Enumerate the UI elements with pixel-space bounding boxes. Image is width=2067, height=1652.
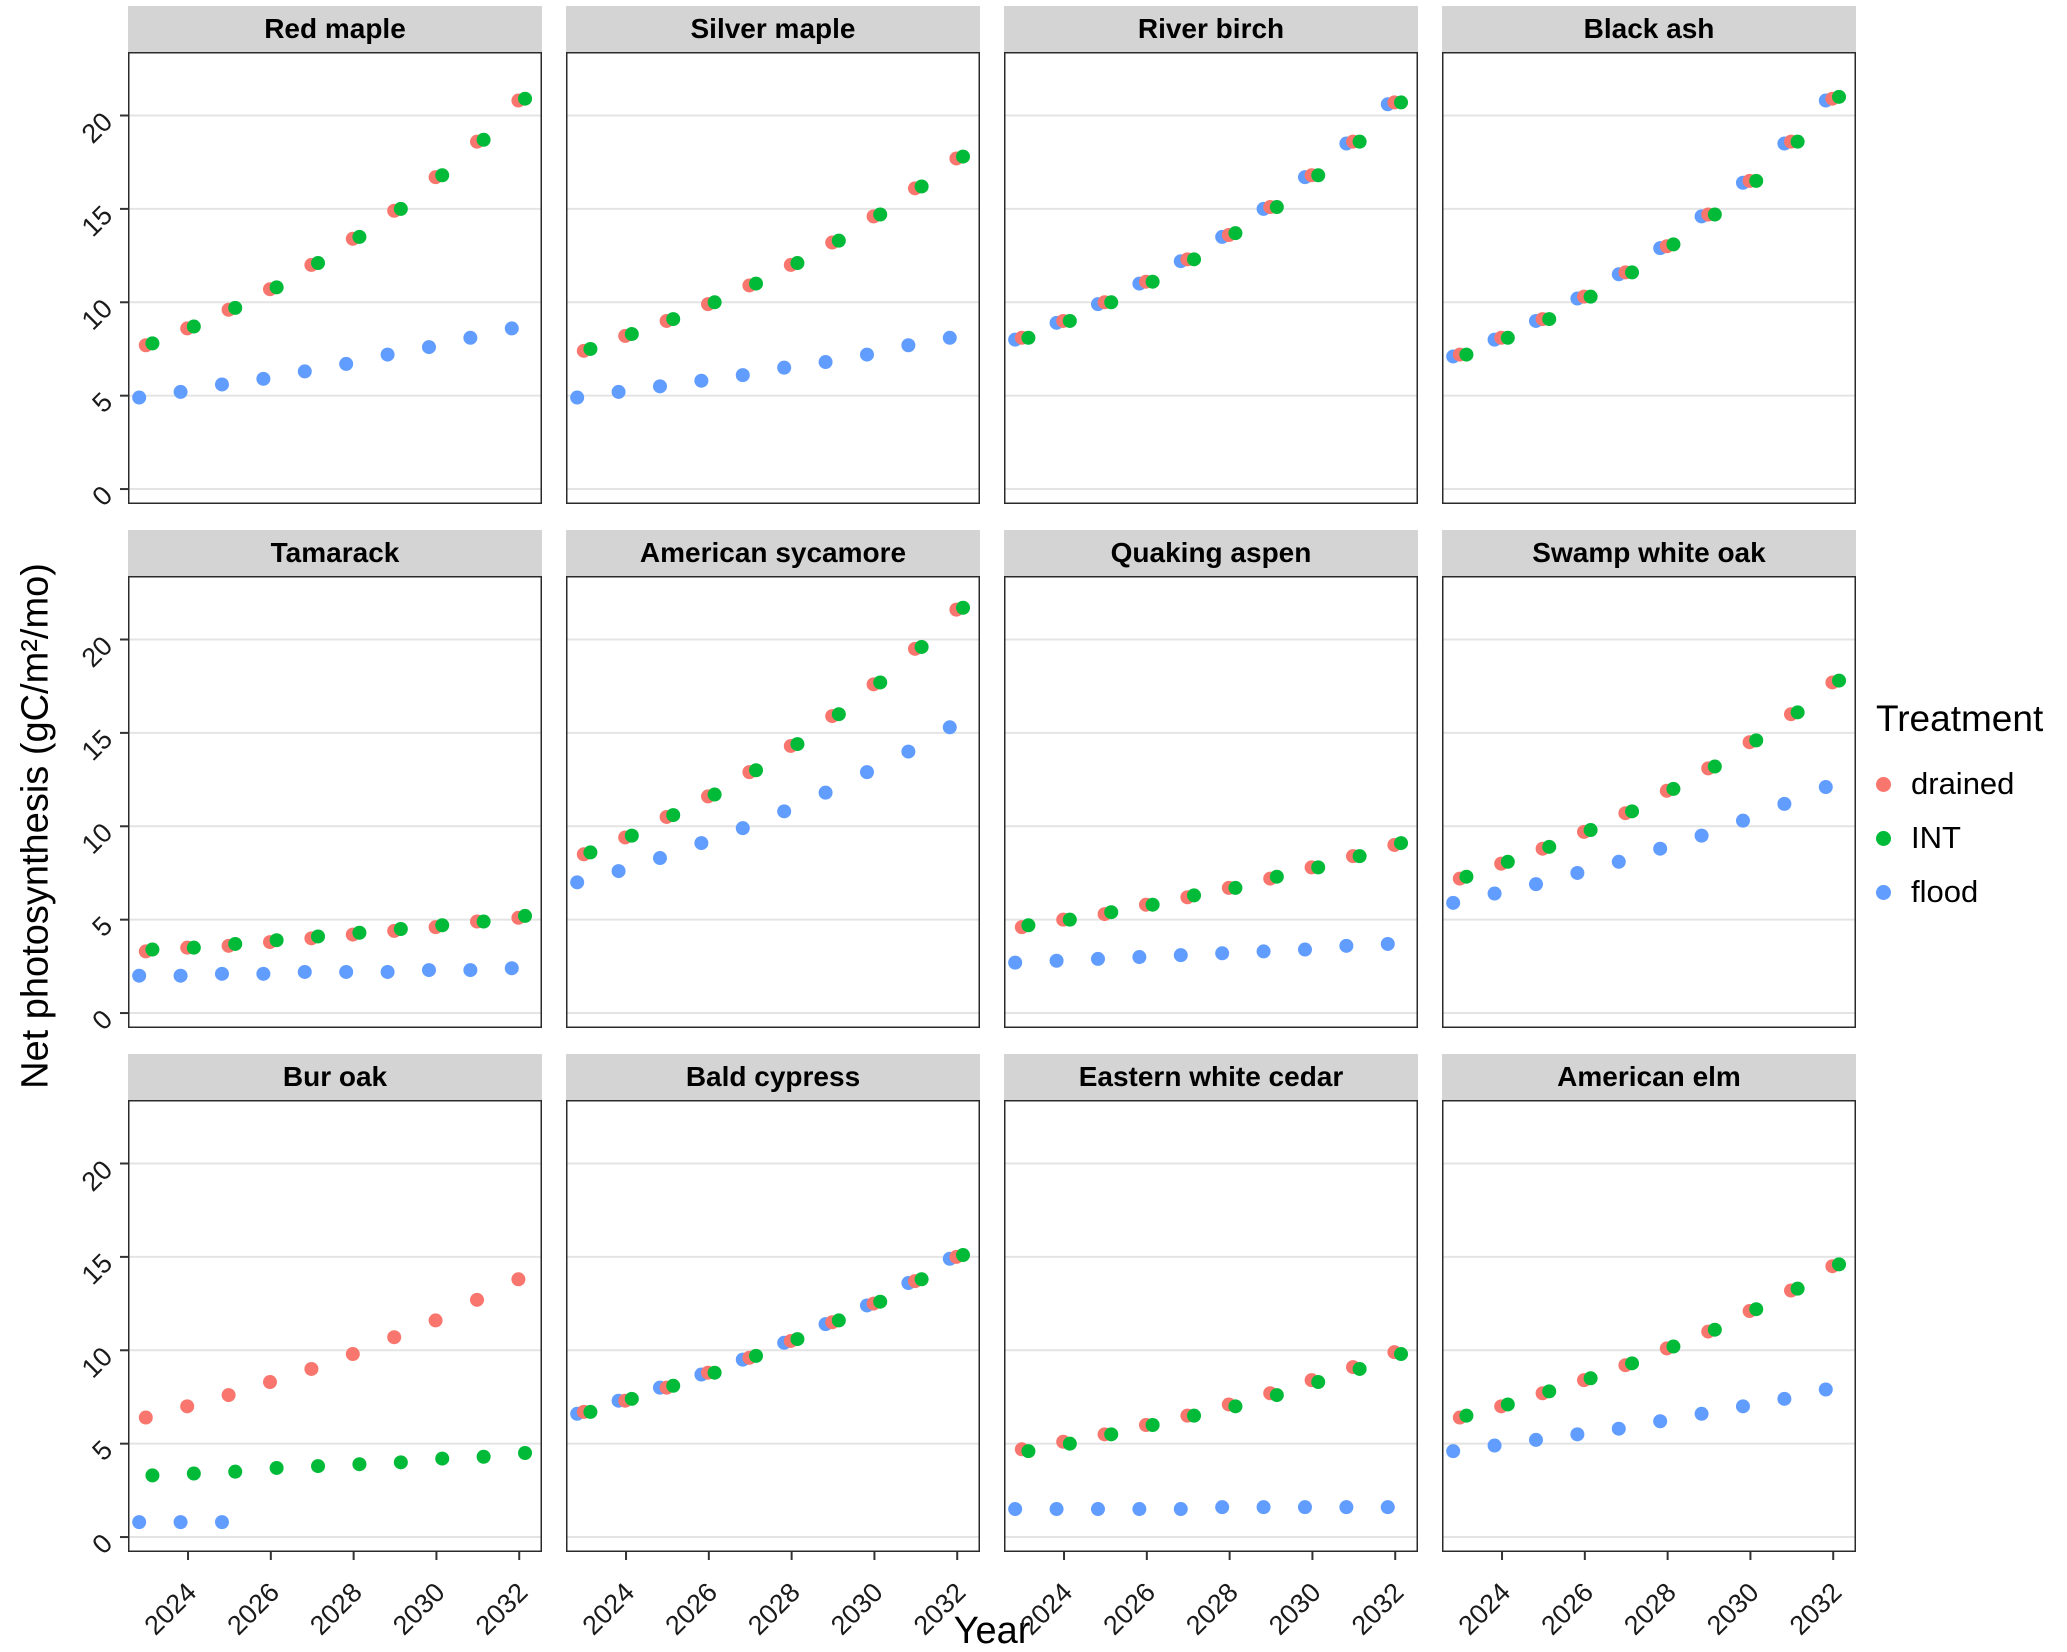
facet-tamarack: Tamarack 0 5 10 15 20: [76, 530, 542, 1036]
facet-strip: Bald cypress: [566, 1054, 980, 1100]
svg-text:20: 20: [76, 1155, 118, 1197]
facet-strip: Silver maple: [566, 6, 980, 52]
svg-text:10: 10: [76, 293, 118, 335]
facet-panel: 0 5 10 15 20: [76, 52, 542, 512]
legend: Treatment drained INT flood: [1876, 698, 2043, 928]
svg-text:5: 5: [86, 387, 118, 419]
facet-strip: Bur oak: [128, 1054, 542, 1100]
facet-bur-oak: Bur oak 0 5 10 15 20 2024 2026 2028 2030 2032: [76, 1054, 542, 1641]
legend-label: flood: [1911, 874, 1979, 909]
facet-river-birch: River birch: [1004, 6, 1418, 504]
svg-text:5: 5: [86, 911, 118, 943]
scatter-plot: 2024 2026 2028 2030 2032: [1442, 1100, 1856, 1641]
facet-strip: Quaking aspen: [1004, 530, 1418, 576]
facet-silver-maple: Silver maple: [566, 6, 980, 504]
scatter-plot: 0 5 10 15 20: [76, 576, 542, 1036]
facet-panel: [566, 576, 980, 1028]
flood-color-dot-icon: [1876, 884, 1891, 900]
legend-label: drained: [1911, 766, 2015, 801]
scatter-plot: [566, 52, 980, 504]
facet-grid: Red maple 0 5 10 15 20 Silver maple River bi…: [76, 6, 1856, 1641]
legend-label: INT: [1911, 820, 1961, 855]
drained-color-dot-icon: [1876, 776, 1891, 792]
svg-text:15: 15: [76, 200, 118, 242]
facet-eastern-white-cedar: Eastern white cedar 2024 2026 2028 2030 2032: [1004, 1054, 1418, 1641]
legend-entry-drained: drained: [1876, 766, 2043, 802]
scatter-plot: 2024 2026 2028 2030 2032: [1004, 1100, 1418, 1641]
svg-text:10: 10: [76, 1341, 118, 1383]
legend-title: Treatment: [1876, 698, 2044, 739]
scatter-plot: [566, 576, 980, 1028]
scatter-plot: [1004, 576, 1418, 1028]
svg-text:10: 10: [76, 817, 118, 859]
facet-american-sycamore: American sycamore: [566, 530, 980, 1028]
facet-panel: 0 5 10 15 20: [76, 576, 542, 1036]
facet-strip: Eastern white cedar: [1004, 1054, 1418, 1100]
facet-panel: [566, 52, 980, 504]
svg-text:0: 0: [86, 1004, 118, 1036]
facet-panel: 2024 2026 2028 2030 2032: [1442, 1100, 1856, 1641]
svg-text:15: 15: [76, 724, 118, 766]
scatter-plot: [1442, 52, 1856, 504]
facet-panel: 0 5 10 15 20 2024 2026 2028 2030 2032: [76, 1100, 542, 1641]
facet-quaking-aspen: Quaking aspen: [1004, 530, 1418, 1028]
svg-text:0: 0: [86, 1528, 118, 1560]
facet-strip: Black ash: [1442, 6, 1856, 52]
x-axis-title: Year: [953, 1610, 1031, 1652]
scatter-plot: [1004, 52, 1418, 504]
svg-text:15: 15: [76, 1248, 118, 1290]
int-color-dot-icon: [1876, 830, 1891, 846]
facet-red-maple: Red maple 0 5 10 15 20: [76, 6, 542, 512]
svg-text:20: 20: [76, 631, 118, 673]
facet-strip: River birch: [1004, 6, 1418, 52]
facet-black-ash: Black ash: [1442, 6, 1856, 504]
scatter-plot: 2024 2026 2028 2030 2032: [566, 1100, 980, 1641]
facet-strip: Red maple: [128, 6, 542, 52]
scatter-plot: [1442, 576, 1856, 1028]
facet-swamp-white-oak: Swamp white oak: [1442, 530, 1856, 1028]
svg-text:20: 20: [76, 107, 118, 149]
svg-text:0: 0: [86, 480, 118, 512]
facet-panel: [1442, 52, 1856, 504]
facet-panel: [1004, 52, 1418, 504]
facet-panel: 2024 2026 2028 2030 2032: [566, 1100, 980, 1641]
facet-bald-cypress: Bald cypress 2024 2026 2028 2030 2032: [566, 1054, 980, 1641]
facet-panel: [1004, 576, 1418, 1028]
legend-entry-flood: flood: [1876, 874, 2043, 910]
legend-entry-int: INT: [1876, 820, 2043, 856]
facet-panel: 2024 2026 2028 2030 2032: [1004, 1100, 1418, 1641]
facet-strip: American sycamore: [566, 530, 980, 576]
facet-strip: American elm: [1442, 1054, 1856, 1100]
svg-text:5: 5: [86, 1435, 118, 1467]
facet-panel: [1442, 576, 1856, 1028]
facet-strip: Swamp white oak: [1442, 530, 1856, 576]
facet-american-elm: American elm 2024 2026 2028 2030 2032: [1442, 1054, 1856, 1641]
scatter-plot: 0 5 10 15 20: [76, 52, 542, 512]
facet-strip: Tamarack: [128, 530, 542, 576]
y-axis-title: Net photosynthesis (gC/m²/mo): [14, 563, 57, 1089]
